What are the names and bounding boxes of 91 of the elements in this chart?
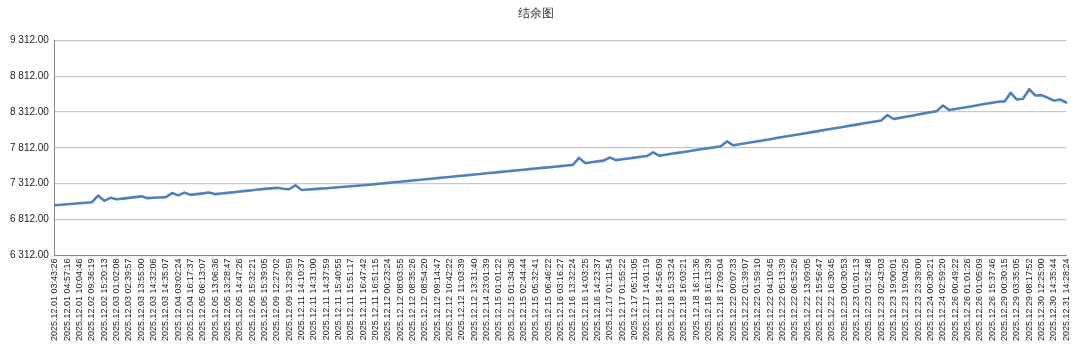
x-tick-label: 2025.12.18 17:09:04	[715, 258, 726, 341]
chart-title: 结余图	[518, 5, 554, 20]
x-tick-label: 2025.12.17 01:55:22	[616, 258, 627, 341]
x-tick-label: 2025.12.29 03:35:05	[1011, 258, 1022, 341]
x-tick-label: 2025.12.15 06:46:22	[542, 258, 553, 341]
x-tick-label: 2025.12.01 10:04:46	[74, 258, 85, 341]
x-tick-label: 2025.12.22 00:07:33	[727, 258, 738, 341]
x-tick-label: 2025.12.22 01:39:07	[740, 258, 751, 341]
x-tick-label: 2025.12.12 13:31:40	[468, 258, 479, 341]
x-tick-label: 2025.12.05 15:32:21	[246, 258, 257, 341]
y-tick-label: 6 312.00	[9, 249, 50, 261]
x-tick-label: 2025.12.15 05:32:41	[530, 258, 541, 341]
x-tick-label: 2025.12.03 14:32:06	[148, 258, 159, 341]
x-tick-label: 2025.12.22 16:30:45	[826, 258, 837, 341]
x-tick-label: 2025.12.05 13:28:47	[222, 258, 233, 341]
x-tick-label: 2025.12.31 14:28:24	[1060, 258, 1071, 341]
x-tick-label: 2025.12.29 00:30:15	[999, 258, 1010, 341]
x-tick-label: 2025.12.09 13:29:59	[283, 258, 294, 341]
x-tick-label: 2025.12.11 14:31:00	[308, 258, 319, 341]
x-tick-label: 2025.12.03 13:55:00	[135, 258, 146, 341]
x-tick-label: 2025.12.22 01:59:10	[752, 258, 763, 341]
x-tick-label: 2025.12.01 04:57:16	[61, 258, 72, 341]
y-tick-label: 8 812.00	[9, 69, 50, 81]
x-tick-label: 2025.12.22 06:53:26	[789, 258, 800, 341]
x-tick-label: 2025.12.17 14:01:19	[641, 258, 652, 341]
x-tick-label: 2025.12.23 19:00:01	[888, 258, 899, 341]
x-tick-label: 2025.12.02 15:20:13	[98, 258, 109, 341]
x-tick-label: 2025.12.12 11:03:39	[456, 258, 467, 341]
x-tick-label: 2025.12.11 14:37:59	[320, 258, 331, 341]
x-tick-label: 2025.12.05 06:13:07	[197, 258, 208, 341]
x-tick-label: 2025.12.12 08:54:20	[419, 258, 430, 341]
x-tick-label: 2025.12.18 15:33:24	[666, 258, 677, 341]
x-tick-label: 2025.12.23 01:01:13	[851, 258, 862, 341]
x-tick-label: 2025.12.22 13:09:05	[801, 258, 812, 341]
x-tick-label: 2025.12.12 08:03:55	[394, 258, 405, 341]
x-tick-label: 2025.12.16 03:16:27	[555, 258, 566, 341]
x-tick-label: 2025.12.11 14:10:37	[296, 258, 307, 341]
x-tick-label: 2025.12.17 05:11:05	[629, 258, 640, 341]
x-tick-label: 2025.12.18 16:13:39	[703, 258, 714, 341]
x-tick-label: 2025.12.03 14:35:07	[160, 258, 171, 341]
x-tick-label: 2025.12.11 16:47:42	[357, 258, 368, 341]
x-tick-label: 2025.12.12 08:35:26	[407, 258, 418, 341]
x-tick-label: 2025.12.12 00:23:24	[382, 258, 393, 341]
x-tick-label: 2025.12.03 01:02:08	[111, 258, 122, 341]
x-tick-label: 2025.12.01 03:43:26	[49, 258, 60, 341]
y-tick-label: 9 312.00	[9, 34, 50, 46]
x-tick-label: 2025.12.04 03:02:24	[172, 258, 183, 341]
x-tick-label: 2025.12.04 16:17:37	[185, 258, 196, 341]
x-tick-label: 2025.12.30 12:25:00	[1036, 258, 1047, 341]
y-tick-label: 8 312.00	[9, 105, 50, 117]
x-tick-label: 2025.12.22 04:10:45	[764, 258, 775, 341]
x-tick-label: 2025.12.11 15:40:55	[333, 258, 344, 341]
x-tick-label: 2025.12.05 14:47:26	[234, 258, 245, 341]
x-tick-label: 2025.12.16 14:03:25	[579, 258, 590, 341]
x-tick-label: 2025.12.26 15:37:46	[986, 258, 997, 341]
x-tick-label: 2025.12.23 01:52:48	[863, 258, 874, 341]
x-tick-label: 2025.12.05 13:06:36	[209, 258, 220, 341]
x-tick-label: 2025.12.15 01:34:36	[505, 258, 516, 341]
x-tick-label: 2025.12.23 19:04:26	[900, 258, 911, 341]
x-tick-label: 2025.12.18 14:56:09	[653, 258, 664, 341]
x-tick-label: 2025.12.22 15:56:47	[814, 258, 825, 341]
x-tick-label: 2025.12.11 16:51:15	[370, 258, 381, 341]
x-tick-label: 2025.12.26 01:05:09	[974, 258, 985, 341]
x-tick-label: 2025.12.23 02:43:03	[875, 258, 886, 341]
x-tick-label: 2025.12.17 01:11:54	[604, 258, 615, 341]
x-tick-label: 2025.12.23 23:39:00	[912, 258, 923, 341]
x-tick-label: 2025.12.16 13:32:24	[567, 258, 578, 341]
x-tick-label: 2025.12.12 09:14:47	[431, 258, 442, 341]
x-tick-label: 2025.12.26 00:49:22	[949, 258, 960, 341]
x-tick-label: 2025.12.15 02:44:44	[518, 258, 529, 341]
x-tick-label: 2025.12.09 12:27:02	[271, 258, 282, 341]
x-tick-label: 2025.12.23 00:30:53	[838, 258, 849, 341]
x-tick-label: 2025.12.24 00:30:21	[925, 258, 936, 341]
y-tick-label: 7 312.00	[9, 177, 50, 189]
x-tick-label: 2025.12.12 10:42:22	[444, 258, 455, 341]
x-tick-label: 2025.12.11 15:51:17	[345, 258, 356, 341]
x-tick-label: 2025.12.22 05:13:39	[777, 258, 788, 341]
x-tick-label: 2025.12.15 01:01:22	[493, 258, 504, 341]
x-tick-label: 2025.12.24 02:59:20	[937, 258, 948, 341]
x-tick-label: 2025.12.03 02:39:57	[123, 258, 134, 341]
x-tick-label: 2025.12.14 23:01:39	[481, 258, 492, 341]
x-tick-label: 2025.12.16 14:23:37	[592, 258, 603, 341]
x-tick-label: 2025.12.05 15:39:05	[259, 258, 270, 341]
x-tick-label: 2025.12.02 09:36:19	[86, 258, 97, 341]
x-tick-label: 2025.12.30 14:35:44	[1048, 258, 1059, 341]
y-tick-label: 7 812.00	[9, 141, 50, 153]
x-tick-label: 2025.12.26 01:01:26	[962, 258, 973, 341]
x-tick-label: 2025.12.29 08:17:52	[1023, 258, 1034, 341]
x-tick-label: 2025.12.18 16:03:21	[678, 258, 689, 341]
x-tick-label: 2025.12.18 16:11:36	[690, 258, 701, 341]
y-tick-label: 6 812.00	[9, 213, 50, 225]
